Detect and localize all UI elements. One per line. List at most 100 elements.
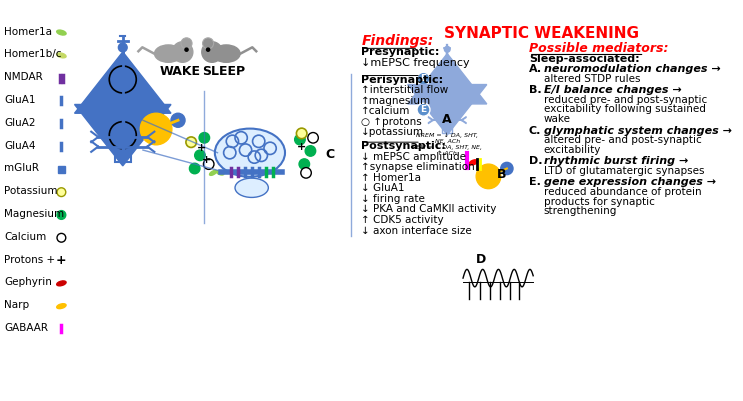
Circle shape [305, 146, 316, 156]
Text: E/I balance changes →: E/I balance changes → [544, 85, 681, 95]
Text: Narp: Narp [4, 300, 30, 310]
Circle shape [57, 233, 66, 242]
Ellipse shape [212, 45, 240, 62]
Circle shape [120, 145, 126, 150]
Ellipse shape [235, 178, 268, 197]
Circle shape [444, 47, 450, 52]
Text: ↓ mEPSC amplitude: ↓ mEPSC amplitude [361, 152, 467, 162]
Text: ↑magnesium: ↑magnesium [361, 96, 432, 106]
Text: GluA2: GluA2 [4, 118, 36, 128]
Circle shape [202, 42, 222, 62]
Circle shape [204, 159, 214, 169]
Text: ↓ GluA1: ↓ GluA1 [361, 183, 405, 193]
Text: mGluR: mGluR [4, 164, 39, 174]
Text: GluA1: GluA1 [4, 95, 36, 105]
Text: B: B [497, 168, 507, 181]
Text: Potassium: Potassium [4, 186, 58, 196]
Circle shape [299, 159, 310, 169]
Text: E: E [421, 105, 426, 114]
Text: altered pre- and post-synaptic: altered pre- and post-synaptic [544, 135, 701, 145]
Circle shape [185, 48, 188, 51]
Circle shape [446, 123, 449, 126]
Text: Presynaptic:: Presynaptic: [361, 47, 440, 57]
Ellipse shape [470, 160, 478, 165]
Text: D.: D. [529, 156, 542, 166]
Circle shape [195, 150, 205, 160]
Text: +: + [297, 142, 306, 152]
Bar [115, 143, 131, 162]
Ellipse shape [216, 171, 224, 175]
Text: SYNAPTIC WEAKENING: SYNAPTIC WEAKENING [444, 26, 640, 41]
Text: Findings:: Findings: [361, 34, 434, 48]
Circle shape [186, 137, 196, 148]
Text: ↓mEPSC frequency: ↓mEPSC frequency [361, 58, 470, 68]
Text: reduced pre- and post-synaptic: reduced pre- and post-synaptic [544, 95, 707, 105]
Text: E: E [421, 74, 426, 83]
Text: WAKE: WAKE [159, 65, 201, 78]
Circle shape [476, 164, 501, 188]
Text: C: C [325, 148, 334, 161]
Text: neuromodulation changes →: neuromodulation changes → [544, 64, 721, 74]
Circle shape [189, 163, 200, 174]
Text: glymphatic system changes →: glymphatic system changes → [544, 126, 732, 136]
Text: Magnesium: Magnesium [4, 209, 65, 219]
Text: ↓ PKA and CaMKII activity: ↓ PKA and CaMKII activity [361, 205, 496, 215]
Text: ↓ firing rate: ↓ firing rate [361, 194, 425, 204]
Text: SLEEP: SLEEP [202, 65, 245, 78]
Text: +: + [56, 254, 67, 267]
Circle shape [140, 113, 172, 145]
Ellipse shape [215, 129, 285, 177]
Text: excitability: excitability [544, 145, 601, 155]
Text: ↑ CDK5 activity: ↑ CDK5 activity [361, 215, 444, 225]
Text: excitability following sustained: excitability following sustained [544, 105, 706, 114]
Polygon shape [74, 52, 171, 113]
Circle shape [207, 48, 210, 51]
Circle shape [417, 103, 430, 116]
Text: Homer1b/c: Homer1b/c [4, 49, 62, 59]
Text: +: + [197, 143, 207, 153]
Circle shape [172, 42, 193, 62]
Circle shape [203, 38, 214, 49]
Text: ○ ↑protons: ○ ↑protons [361, 117, 422, 127]
Circle shape [199, 133, 210, 143]
Circle shape [501, 162, 513, 174]
Text: Calcium: Calcium [4, 232, 47, 242]
Circle shape [181, 38, 192, 49]
Circle shape [120, 150, 126, 155]
Circle shape [296, 128, 307, 139]
Text: Protons +: Protons + [4, 255, 56, 265]
Text: C.: C. [529, 126, 541, 136]
Text: Homer1a: Homer1a [4, 27, 53, 36]
Text: ↑ Homer1a: ↑ Homer1a [361, 173, 421, 183]
Polygon shape [408, 85, 487, 135]
Text: +: + [202, 155, 212, 165]
Circle shape [446, 128, 449, 131]
Text: D: D [476, 253, 486, 266]
Text: GABAAR: GABAAR [4, 323, 48, 333]
Circle shape [57, 211, 66, 219]
Text: ↑synapse elimination: ↑synapse elimination [361, 162, 475, 172]
Text: products for synaptic: products for synaptic [544, 196, 655, 207]
Ellipse shape [56, 53, 66, 58]
Circle shape [295, 134, 305, 145]
Circle shape [171, 113, 185, 127]
Text: E.: E. [529, 177, 541, 187]
Polygon shape [74, 105, 171, 166]
Text: Postsynaptic:: Postsynaptic: [361, 141, 447, 151]
Text: wake: wake [544, 114, 571, 124]
Ellipse shape [56, 30, 66, 35]
Bar [58, 166, 65, 173]
Text: GluA4: GluA4 [4, 141, 36, 151]
Text: ↑interstitial flow: ↑interstitial flow [361, 85, 449, 95]
Text: NREM = ↓ DA, SHT,
NE, ACh
REM = ↓ DA, SHT, NE,
↑ ACh: NREM = ↓ DA, SHT, NE, ACh REM = ↓ DA, SH… [412, 133, 482, 156]
Text: ↓potassium: ↓potassium [361, 127, 424, 137]
Text: A.: A. [529, 64, 542, 74]
Text: ↓ axon interface size: ↓ axon interface size [361, 225, 472, 235]
Circle shape [120, 155, 126, 160]
Ellipse shape [155, 45, 182, 62]
Text: ↑calcium: ↑calcium [361, 106, 411, 116]
Text: Gephyrin: Gephyrin [4, 277, 52, 288]
Polygon shape [408, 54, 487, 104]
Ellipse shape [56, 304, 66, 309]
Text: altered STDP rules: altered STDP rules [544, 74, 640, 84]
